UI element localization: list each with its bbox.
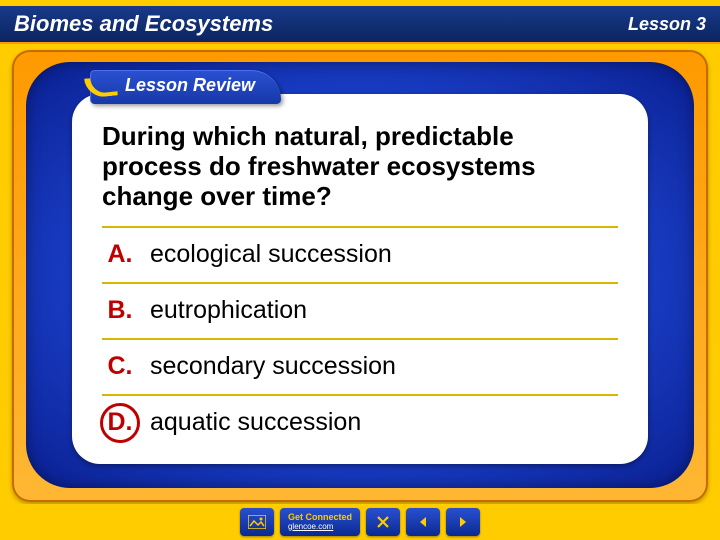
chevron-left-icon <box>416 515 430 529</box>
lesson-number: Lesson 3 <box>628 14 706 35</box>
outer-frame: Lesson Review During which natural, pred… <box>12 50 708 502</box>
answer-letter: C. <box>108 352 133 381</box>
chevron-right-icon <box>456 515 470 529</box>
chapter-title: Biomes and Ecosystems <box>14 11 273 37</box>
question-text: During which natural, predictable proces… <box>102 122 618 212</box>
inner-blue-frame: Lesson Review During which natural, pred… <box>26 62 694 488</box>
answers-list: A. ecological succession B. eutrophicati… <box>102 226 618 450</box>
answer-text: ecological succession <box>150 240 392 269</box>
answer-letter: D. <box>108 408 133 437</box>
tab-swoosh-icon <box>84 75 118 98</box>
answer-text: secondary succession <box>150 352 396 381</box>
answer-option[interactable]: B. eutrophication <box>102 282 618 338</box>
answer-option[interactable]: D. aquatic succession <box>102 394 618 450</box>
prev-button[interactable] <box>406 508 440 536</box>
slide-stage: Biomes and Ecosystems Lesson 3 Lesson Re… <box>0 0 720 540</box>
next-button[interactable] <box>446 508 480 536</box>
close-button[interactable] <box>366 508 400 536</box>
content-card: Lesson Review During which natural, pred… <box>72 94 648 464</box>
answer-option[interactable]: C. secondary succession <box>102 338 618 394</box>
tab-label: Lesson Review <box>125 75 255 95</box>
get-connected-button[interactable]: Get Connected glencoe.com <box>280 508 360 536</box>
picture-icon <box>248 515 266 529</box>
lesson-review-tab: Lesson Review <box>90 70 281 104</box>
answer-letter: B. <box>108 296 133 325</box>
close-icon <box>376 515 390 529</box>
answer-text: aquatic succession <box>150 408 361 437</box>
bottom-nav: Get Connected glencoe.com <box>0 504 720 540</box>
answer-option[interactable]: A. ecological succession <box>102 226 618 282</box>
header-bar: Biomes and Ecosystems Lesson 3 <box>0 6 720 44</box>
connect-url: glencoe.com <box>288 523 333 531</box>
image-bank-button[interactable] <box>240 508 274 536</box>
answer-letter: A. <box>108 240 133 269</box>
answer-text: eutrophication <box>150 296 307 325</box>
